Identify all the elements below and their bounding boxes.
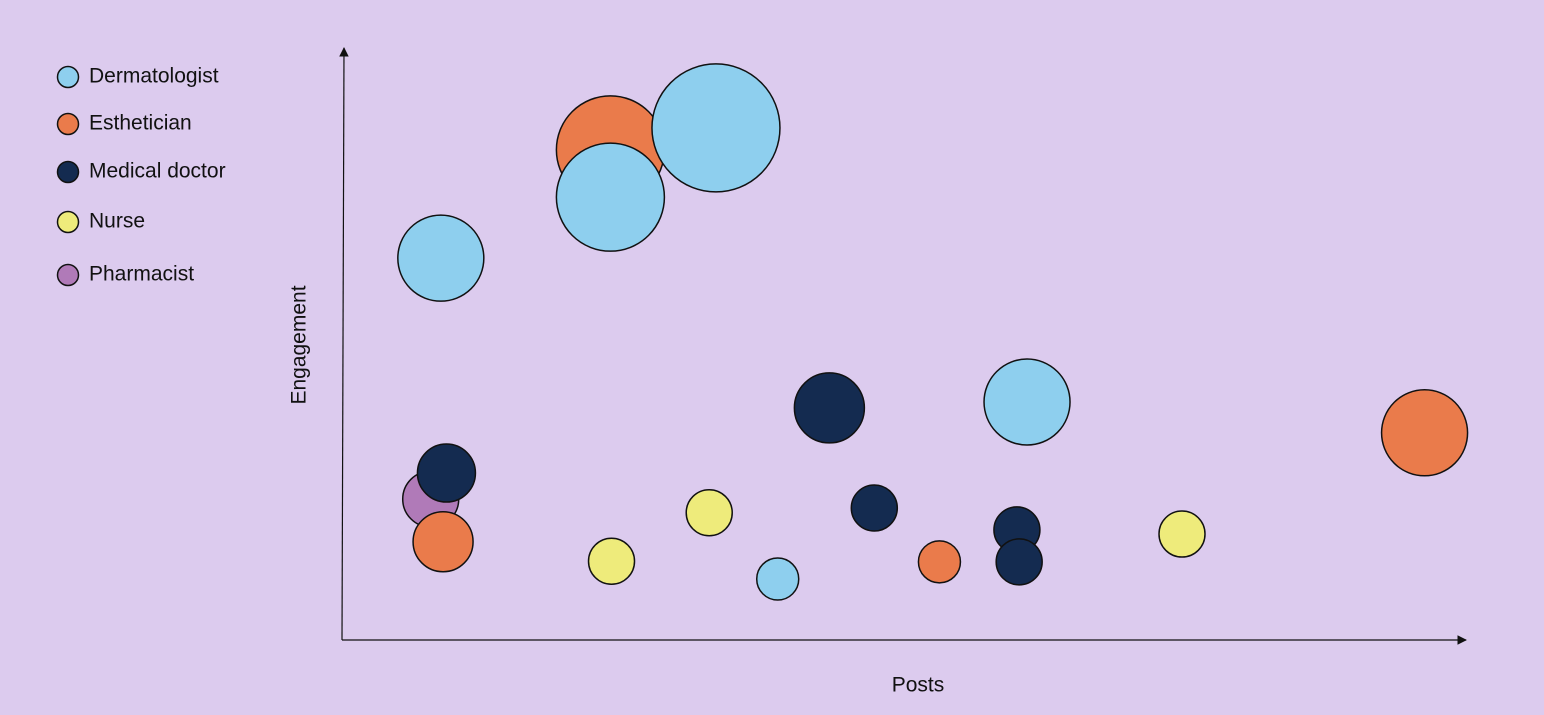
legend-label: Esthetician (89, 112, 192, 135)
legend-marker (56, 210, 80, 234)
y-axis-label: Engagement (288, 285, 311, 404)
bubble (983, 358, 1071, 446)
bubbles (397, 63, 1469, 601)
x-axis-label: Posts (892, 674, 945, 697)
legend-label: Pharmacist (89, 263, 194, 286)
y-axis (339, 47, 349, 641)
legend-marker (56, 160, 80, 184)
bubble (850, 484, 899, 532)
legend: Dermatologist Esthetician Medical doctor Nu… (56, 65, 226, 287)
bubble (397, 214, 485, 302)
bubble (412, 510, 474, 573)
legend-marker (56, 263, 80, 287)
bubble (1380, 389, 1469, 477)
legend-marker (56, 112, 80, 136)
bubble (685, 488, 733, 537)
bubble (995, 538, 1043, 586)
bubble (651, 63, 781, 193)
bubble (587, 537, 636, 586)
bubble (555, 142, 666, 252)
legend-marker (56, 65, 80, 89)
bubble (755, 557, 800, 601)
legend-label: Nurse (89, 210, 145, 233)
bubble (416, 443, 477, 503)
bubble (793, 372, 866, 444)
bubble (1158, 510, 1206, 558)
legend-label: Dermatologist (89, 65, 219, 88)
bubble (917, 540, 962, 584)
legend-label: Medical doctor (89, 160, 226, 183)
